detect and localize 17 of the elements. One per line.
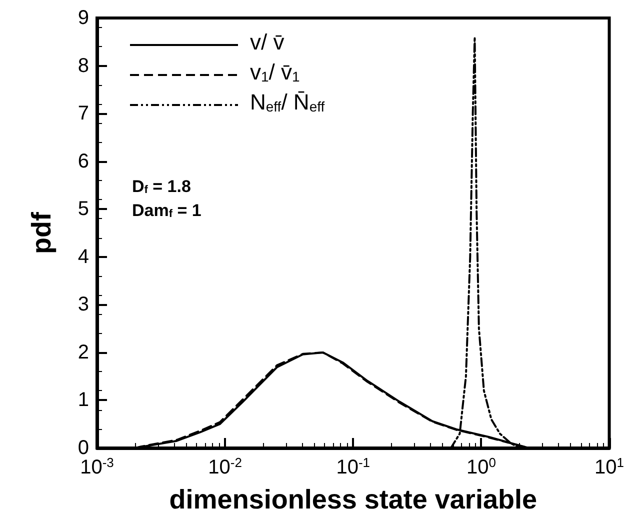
legend-label: Neff/ N̄eff <box>250 90 325 114</box>
y-tick-label: 3 <box>78 294 89 316</box>
annotation: Df = 1.8 <box>132 177 191 196</box>
legend-label: v1/ v̄1 <box>250 60 300 84</box>
annotation: Damf = 1 <box>132 201 202 220</box>
y-tick-label: 0 <box>78 437 89 459</box>
legend-label: v/ v̄ <box>250 30 284 54</box>
y-tick-label: 9 <box>78 7 89 29</box>
y-tick-label: 6 <box>78 150 89 172</box>
x-axis-title: dimensionless state variable <box>169 484 537 514</box>
y-tick-label: 5 <box>78 198 89 220</box>
y-tick-label: 2 <box>78 341 89 364</box>
y-axis-title: pdf <box>26 211 56 254</box>
y-tick-label: 8 <box>78 54 89 77</box>
y-tick-label: 4 <box>78 246 89 268</box>
y-tick-label: 7 <box>78 102 89 125</box>
y-tick-label: 1 <box>78 389 89 412</box>
